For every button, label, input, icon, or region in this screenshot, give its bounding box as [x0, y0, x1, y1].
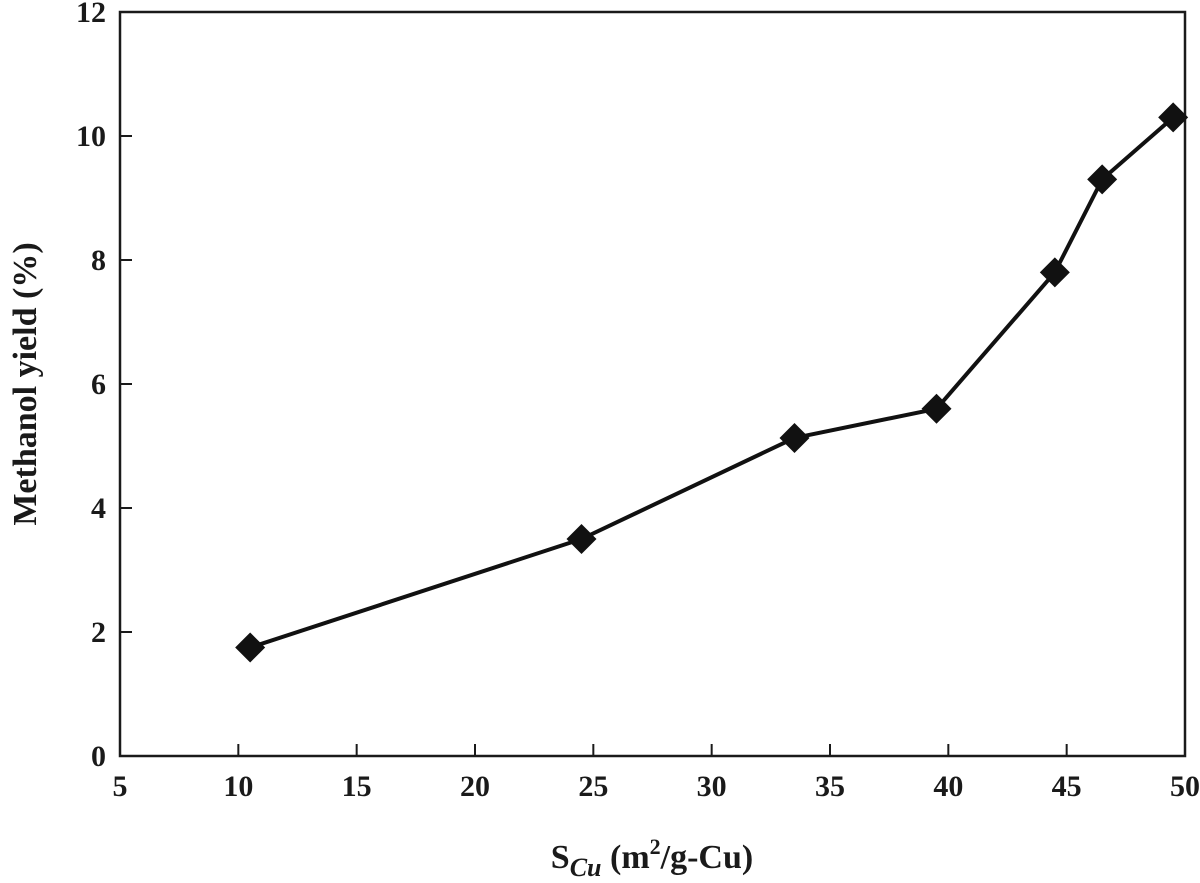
y-tick-label-4: 4 [91, 492, 106, 525]
x-axis-title: SCu (m2/g-Cu) [551, 834, 753, 882]
x-tick-label-20: 20 [460, 770, 490, 803]
x-tick-label-50: 50 [1170, 770, 1200, 803]
x-axis-title-unit-open: (m [602, 839, 650, 876]
y-tick-label-0: 0 [91, 740, 106, 773]
data-point-2 [779, 422, 810, 453]
data-point-5 [1087, 164, 1118, 195]
data-point-1 [566, 524, 597, 554]
x-tick-label-35: 35 [815, 770, 845, 803]
y-tick-label-10: 10 [76, 120, 106, 153]
y-ticks: 0 2 4 6 8 10 12 [76, 0, 132, 773]
x-tick-label-15: 15 [342, 770, 372, 803]
data-point-3 [921, 393, 952, 424]
y-tick-label-6: 6 [91, 368, 106, 401]
x-ticks: 5 10 15 20 25 30 35 40 45 50 [113, 744, 1200, 803]
x-axis-title-subscript: Cu [570, 853, 602, 882]
y-tick-label-2: 2 [91, 616, 106, 649]
x-tick-label-45: 45 [1052, 770, 1082, 803]
x-tick-label-25: 25 [578, 770, 608, 803]
data-point-0 [235, 632, 266, 663]
data-point-4 [1039, 257, 1070, 288]
y-tick-label-12: 12 [76, 0, 106, 29]
x-tick-label-30: 30 [697, 770, 727, 803]
x-axis-title-unit-sup: 2 [650, 834, 661, 859]
x-tick-label-5: 5 [113, 770, 128, 803]
y-tick-label-8: 8 [91, 244, 106, 277]
x-tick-label-40: 40 [933, 770, 963, 803]
x-axis-title-unit-close: /g-Cu) [660, 839, 754, 876]
x-axis-title-main: S [551, 839, 570, 876]
y-axis-title: Methanol yield (%) [7, 242, 44, 525]
series-line-0 [249, 115, 1175, 650]
x-tick-label-10: 10 [223, 770, 253, 803]
plot-frame [118, 10, 1187, 758]
series-layer [235, 102, 1189, 663]
data-point-6 [1158, 102, 1189, 133]
